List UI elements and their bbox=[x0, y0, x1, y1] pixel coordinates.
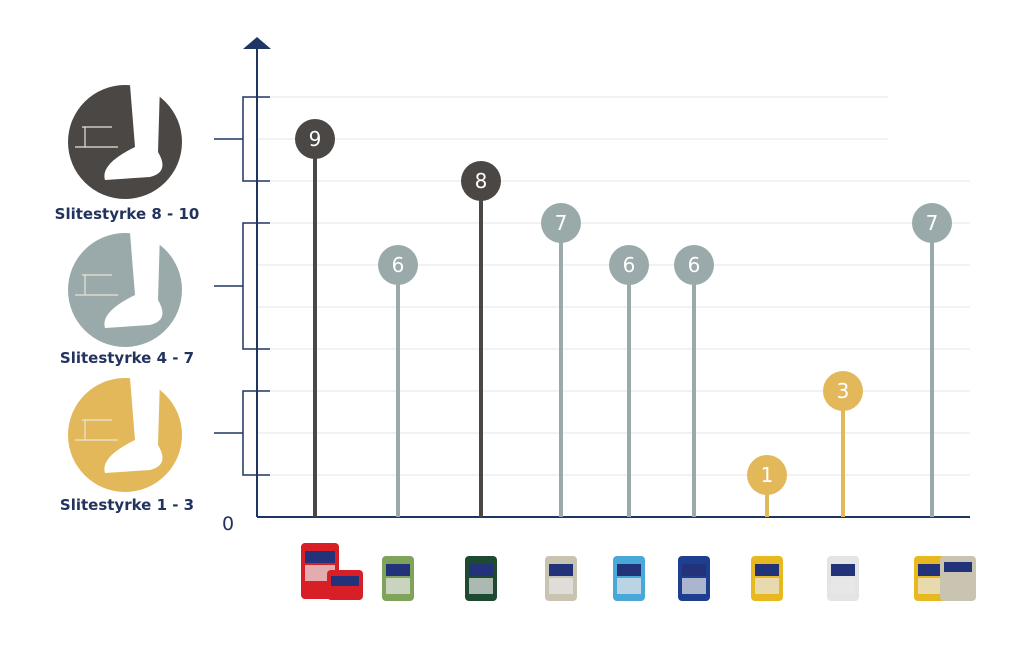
paint-can-icon bbox=[545, 556, 577, 601]
paint-can-icon bbox=[751, 556, 783, 601]
lollipop-bubble bbox=[747, 455, 787, 495]
value-label: 6 bbox=[392, 253, 405, 277]
band-bracket bbox=[214, 222, 270, 350]
value-label: 7 bbox=[555, 211, 568, 235]
lollipop-bubble bbox=[295, 119, 335, 159]
bedroom-sock-foot-icon bbox=[68, 378, 182, 492]
foot-shape bbox=[104, 378, 163, 473]
paint-can-icon bbox=[301, 543, 363, 600]
value-label: 6 bbox=[688, 253, 701, 277]
lollipop-bubble bbox=[541, 203, 581, 243]
band-label-mid: Slitestyrke 4 - 7 bbox=[59, 349, 195, 367]
lollipop-bubble bbox=[912, 203, 952, 243]
can-label bbox=[469, 564, 493, 576]
foot-shape bbox=[104, 85, 163, 180]
paint-can-icon bbox=[827, 556, 859, 601]
paint-can-icon bbox=[914, 556, 976, 601]
can-label bbox=[386, 564, 410, 576]
lollipop-bubble bbox=[674, 245, 714, 285]
value-label: 1 bbox=[761, 463, 774, 487]
can-label bbox=[831, 564, 855, 576]
can-info bbox=[386, 578, 410, 594]
can-label bbox=[944, 562, 972, 572]
furniture-sketch bbox=[75, 419, 118, 441]
can-info bbox=[831, 578, 855, 594]
value-label: 3 bbox=[837, 379, 850, 403]
band-label-high: Slitestyrke 8 - 10 bbox=[54, 205, 200, 223]
forklift-work-boot-icon bbox=[68, 85, 182, 199]
can-info bbox=[617, 578, 641, 594]
can-label bbox=[549, 564, 573, 576]
can-info bbox=[755, 578, 779, 594]
zero-label: 0 bbox=[222, 513, 235, 535]
value-label: 7 bbox=[926, 211, 939, 235]
band-bracket bbox=[214, 390, 270, 476]
lollipop-bubble bbox=[461, 161, 501, 201]
lollipop-bubble bbox=[823, 371, 863, 411]
paint-can-icon bbox=[613, 556, 645, 601]
can-label bbox=[617, 564, 641, 576]
y-axis-arrow bbox=[243, 37, 271, 49]
foot-shape bbox=[104, 233, 163, 328]
can-label bbox=[331, 576, 359, 586]
can-info bbox=[549, 578, 573, 594]
value-label: 6 bbox=[623, 253, 636, 277]
paint-can-icon bbox=[382, 556, 414, 601]
paint-can-icon bbox=[678, 556, 710, 601]
value-label: 8 bbox=[475, 169, 488, 193]
can-label bbox=[305, 551, 335, 563]
lollipop-bubble bbox=[378, 245, 418, 285]
band-bracket bbox=[214, 96, 270, 182]
can-label bbox=[755, 564, 779, 576]
band-label-low: Slitestyrke 1 - 3 bbox=[59, 496, 195, 514]
furniture-sketch bbox=[75, 274, 118, 296]
can-info bbox=[682, 578, 706, 594]
can-info bbox=[469, 578, 493, 594]
can-label bbox=[682, 564, 706, 576]
value-label: 9 bbox=[309, 127, 322, 151]
furniture-sketch bbox=[75, 126, 118, 148]
office-high-heel-icon bbox=[68, 233, 182, 347]
paint-can-icon bbox=[465, 556, 497, 601]
lollipop-bubble bbox=[609, 245, 649, 285]
